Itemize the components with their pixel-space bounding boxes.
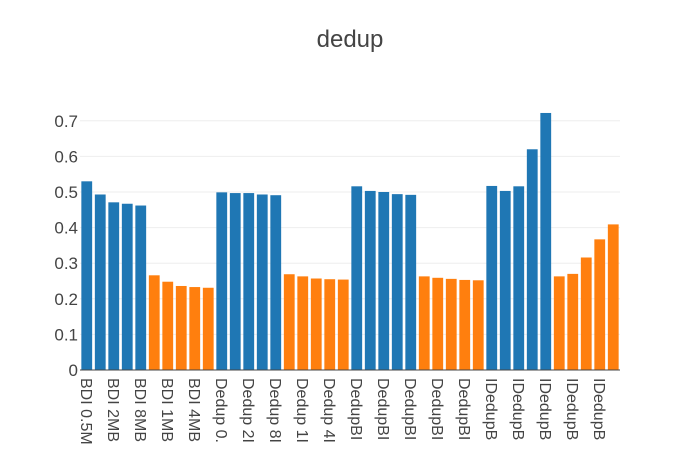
bar — [324, 279, 336, 370]
x-tick-label: Dedup 8I — [266, 378, 283, 443]
bar — [445, 278, 457, 370]
bar — [567, 273, 579, 370]
x-tick-label: DedupBI — [428, 378, 445, 440]
bar — [351, 186, 363, 370]
bar — [364, 190, 376, 370]
bar — [513, 186, 525, 370]
bar — [189, 287, 201, 370]
bar — [243, 193, 255, 370]
bar — [553, 276, 565, 370]
bar — [81, 181, 93, 370]
x-tick-label: BDI 8MB — [131, 378, 148, 442]
y-tick-label: 0.1 — [54, 325, 78, 344]
y-tick-label: 0.2 — [54, 290, 78, 309]
x-tick-label: Dedup 4I — [320, 378, 337, 443]
y-tick-label: 0 — [69, 361, 78, 380]
x-tick-label: Dedup 2I — [239, 378, 256, 443]
y-tick-label: 0.7 — [54, 112, 78, 131]
y-tick-label: 0.5 — [54, 183, 78, 202]
x-tick-label: DedupBI — [401, 378, 418, 440]
bar — [499, 190, 511, 370]
y-tick-label: 0.6 — [54, 147, 78, 166]
bar — [94, 194, 106, 370]
bar — [270, 195, 282, 370]
bar — [256, 194, 268, 370]
x-tick-label: IDedupB — [536, 378, 553, 440]
x-axis-ticks: BDI 0.5M BDI 2MB BDI 8MB BDI 1MB BDI 4MB Dedu… — [77, 378, 607, 445]
x-tick-label: Dedup 0. — [212, 378, 229, 443]
y-axis-ticks: 0 0.1 0.2 0.3 0.4 0.5 0.6 0.7 — [54, 112, 78, 380]
bar — [148, 275, 160, 370]
x-tick-label: BDI 1MB — [158, 378, 175, 442]
y-tick-label: 0.3 — [54, 254, 78, 273]
bar — [162, 281, 174, 370]
x-tick-label: DedupBI — [374, 378, 391, 440]
bar — [229, 193, 241, 370]
bar — [283, 274, 295, 370]
bar — [121, 203, 133, 370]
bar — [526, 149, 538, 370]
bar — [472, 280, 484, 370]
bar — [202, 287, 214, 370]
x-tick-label: IDedupB — [509, 378, 526, 440]
x-tick-label: BDI 2MB — [104, 378, 121, 442]
bar — [405, 194, 417, 370]
bar — [580, 257, 592, 370]
bar — [337, 279, 349, 370]
grid-lines — [80, 120, 620, 335]
bar — [175, 285, 187, 370]
bar — [432, 277, 444, 370]
x-tick-label: IDedupB — [563, 378, 580, 440]
bar — [418, 276, 430, 370]
bar — [607, 224, 619, 370]
bar — [135, 205, 147, 370]
x-tick-label: BDI 4MB — [185, 378, 202, 442]
bar — [310, 278, 322, 370]
bar — [297, 276, 309, 370]
x-tick-label: BDI 0.5M — [77, 378, 94, 445]
bar — [108, 202, 120, 370]
bar — [216, 192, 228, 370]
bar — [459, 279, 471, 370]
x-tick-label: IDedupB — [482, 378, 499, 440]
chart-title: dedup — [316, 26, 384, 53]
bar — [540, 112, 552, 370]
y-tick-label: 0.4 — [54, 219, 78, 238]
bars — [81, 112, 619, 370]
bar — [391, 194, 403, 370]
bar — [378, 192, 390, 370]
x-tick-label: DedupBI — [347, 378, 364, 440]
x-tick-label: IDedupB — [590, 378, 607, 440]
bar — [486, 185, 498, 370]
bar — [594, 239, 606, 370]
x-tick-label: Dedup 1I — [293, 378, 310, 443]
x-tick-label: DedupBI — [455, 378, 472, 440]
